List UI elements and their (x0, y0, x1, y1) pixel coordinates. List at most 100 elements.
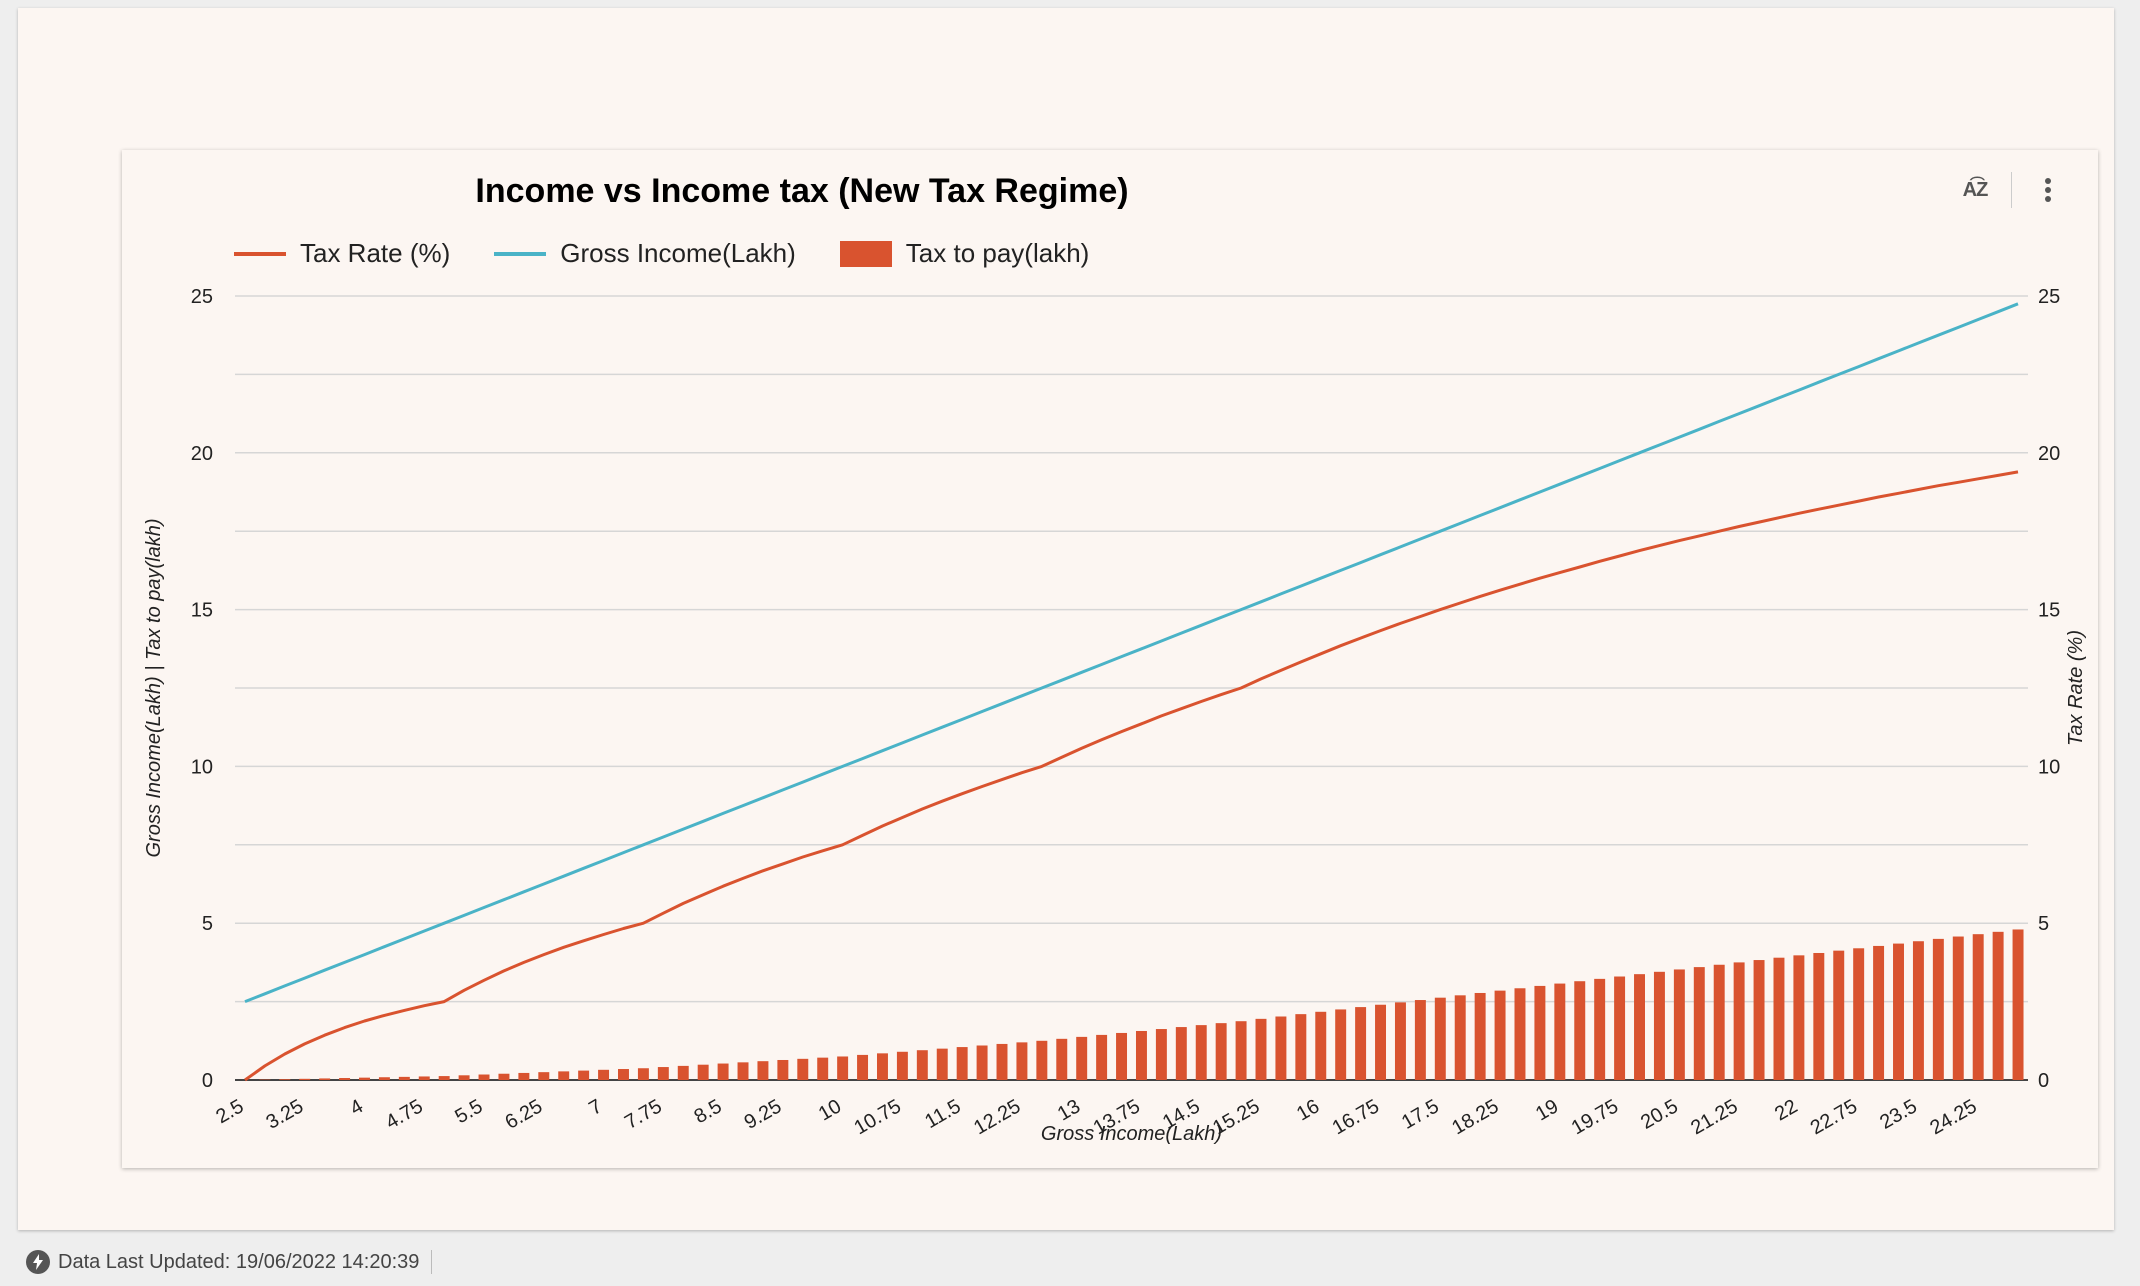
x-tick-label: 4.75 (382, 1095, 427, 1134)
legend-item-tax-rate[interactable]: Tax Rate (%) (234, 238, 450, 269)
x-tick-label: 21.25 (1687, 1095, 1741, 1139)
legend-item-gross-income[interactable]: Gross Income(Lakh) (494, 238, 796, 269)
bar-tax-to-pay (558, 1071, 570, 1080)
x-tick-label: 18.25 (1448, 1095, 1502, 1139)
bar-tax-to-pay (598, 1069, 610, 1080)
bar-tax-to-pay (1634, 974, 1645, 1080)
bar-tax-to-pay (996, 1043, 1008, 1080)
footer-divider (431, 1250, 433, 1274)
bar-tax-to-pay (677, 1065, 689, 1080)
x-tick-label: 7 (585, 1095, 606, 1120)
y-axis-title-left: Gross Income(Lakh) | Tax to pay(lakh) (143, 518, 165, 857)
bar-tax-to-pay (777, 1059, 789, 1080)
bar-tax-to-pay (1454, 995, 1466, 1080)
x-tick-label: 7.75 (621, 1095, 666, 1134)
bar-tax-to-pay (618, 1069, 629, 1080)
bar-tax-to-pay (1056, 1038, 1068, 1080)
bar-tax-to-pay (538, 1072, 550, 1080)
bar-tax-to-pay (518, 1072, 530, 1080)
bar-tax-to-pay (1614, 976, 1626, 1080)
sort-az-icon[interactable]: A͡Z (1962, 179, 1989, 201)
x-tick-label: 16 (1293, 1095, 1323, 1125)
bar-tax-to-pay (857, 1054, 869, 1080)
bar-tax-to-pay (1096, 1034, 1108, 1080)
bar-tax-to-pay (1813, 952, 1825, 1080)
x-tick-label: 20.5 (1637, 1095, 1682, 1134)
bar-tax-to-pay (1116, 1032, 1128, 1080)
bar-tax-to-pay (1514, 988, 1526, 1080)
y-tick-label-right: 25 (2038, 286, 2060, 308)
y-tick-label-right: 10 (2038, 756, 2060, 778)
bar-tax-to-pay (2012, 929, 2024, 1080)
bar-tax-to-pay (1653, 971, 1665, 1080)
legend-swatch (839, 240, 892, 267)
bar-tax-to-pay (1932, 938, 1944, 1080)
x-tick-label: 4 (346, 1095, 367, 1120)
bar-tax-to-pay (438, 1076, 450, 1080)
bar-tax-to-pay (737, 1062, 749, 1080)
legend-label: Tax to pay(lakh) (905, 238, 1090, 268)
bar-tax-to-pay (1793, 955, 1805, 1080)
chart-card: 0 0 5 5 10 10 15 15 20 20 25 25 2.5 3.25 4 4.75 5.5 6.25 7… (122, 150, 2098, 1168)
x-axis-title: Gross Income(Lakh) (1041, 1123, 1222, 1145)
y-tick-label-left: 15 (191, 600, 213, 622)
x-tick-label: 13 (1054, 1095, 1084, 1125)
bar-tax-to-pay (1673, 969, 1685, 1080)
bar-tax-to-pay (1474, 992, 1486, 1080)
bar-tax-to-pay (1315, 1011, 1327, 1080)
bar-tax-to-pay (378, 1077, 390, 1080)
x-tick-label: 10 (815, 1095, 845, 1125)
bar-tax-to-pay (299, 1078, 311, 1080)
bar-tax-to-pay (876, 1053, 888, 1080)
legend-swatch (234, 251, 286, 256)
bar-tax-to-pay (458, 1075, 470, 1080)
x-tick-label: 3.25 (263, 1095, 308, 1134)
bar-tax-to-pay (1135, 1030, 1147, 1080)
bar-tax-to-pay (1434, 997, 1446, 1080)
bar-tax-to-pay (637, 1068, 649, 1080)
bar-tax-to-pay (717, 1063, 729, 1080)
x-tick-label: 8.5 (691, 1095, 726, 1128)
x-tick-label: 17.5 (1398, 1095, 1443, 1134)
bar-tax-to-pay (1255, 1018, 1267, 1080)
combo-chart: 0 0 5 5 10 10 15 15 20 20 25 25 2.5 3.25 4 4.75 5.5 6.25 7… (143, 286, 2087, 1145)
more-vert-icon[interactable] (2018, 165, 2078, 215)
bar-tax-to-pay (1554, 983, 1566, 1080)
y-tick-label-right: 15 (2038, 600, 2060, 622)
bar-tax-to-pay (1494, 990, 1506, 1080)
y-tick-label-left: 10 (191, 756, 213, 778)
bar-tax-to-pay (1195, 1025, 1207, 1080)
bar-tax-to-pay (1733, 962, 1745, 1080)
bar-tax-to-pay (339, 1078, 351, 1080)
x-tick-label: 11.5 (921, 1095, 964, 1133)
bar-tax-to-pay (478, 1074, 490, 1080)
bar-tax-to-pay (1912, 941, 1924, 1080)
bar-tax-to-pay (1355, 1007, 1367, 1080)
y-tick-label-right: 0 (2038, 1070, 2049, 1092)
x-tick-label: 10.75 (851, 1095, 905, 1139)
x-tick-label: 6.25 (502, 1095, 547, 1134)
x-tick-label: 2.5 (212, 1095, 247, 1128)
bar-tax-to-pay (1972, 934, 1984, 1080)
chart-toolbar: A͡Z (1945, 160, 2078, 220)
x-tick-label: 24.25 (1926, 1095, 1980, 1139)
bar-tax-to-pay (757, 1061, 769, 1080)
bar-tax-to-pay (1833, 950, 1845, 1080)
x-tick-label: 19.75 (1568, 1095, 1622, 1139)
bar-tax-to-pay (1992, 931, 2004, 1080)
bar-tax-to-pay (936, 1048, 948, 1080)
bar-tax-to-pay (1414, 1000, 1426, 1080)
bar-tax-to-pay (1893, 943, 1904, 1080)
x-tick-label: 23.5 (1876, 1095, 1921, 1134)
line-gross-income (244, 302, 2019, 1003)
bar-tax-to-pay (1175, 1027, 1187, 1080)
bar-tax-to-pay (498, 1073, 510, 1080)
legend-item-tax-to-pay[interactable]: Tax to pay(lakh) (839, 238, 1090, 269)
bar-tax-to-pay (896, 1051, 908, 1080)
bar-tax-to-pay (1594, 978, 1606, 1080)
bar-tax-to-pay (359, 1077, 370, 1080)
bar-tax-to-pay (1773, 957, 1785, 1080)
bar-tax-to-pay (1873, 945, 1885, 1080)
chart-title: Income vs Income tax (New Tax Regime) (475, 172, 1129, 210)
bar-tax-to-pay (1693, 967, 1705, 1080)
